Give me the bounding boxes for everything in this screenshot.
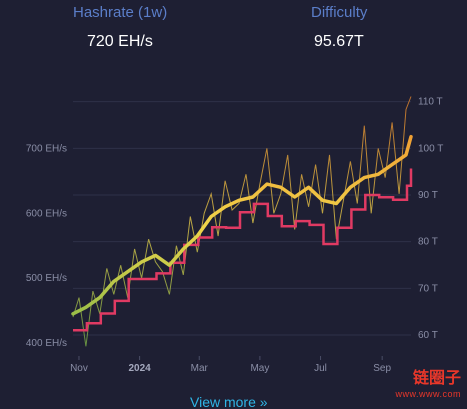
- watermark-logo: 链圈子 www.www.com: [395, 371, 461, 399]
- right-tick-label: 110 T: [418, 97, 443, 108]
- left-axis: 400 EH/s 500 EH/s 600 EH/s 700 EH/s: [26, 143, 67, 349]
- watermark-text: 链圈子: [412, 370, 461, 387]
- left-tick-label: 600 EH/s: [26, 208, 67, 219]
- x-tick-label: Jul: [314, 363, 327, 374]
- difficulty-line: [73, 168, 413, 332]
- right-tick-label: 60 T: [418, 330, 438, 341]
- left-tick-label: 500 EH/s: [26, 273, 67, 284]
- hashrate-average-line: [71, 134, 413, 316]
- x-tick-label: May: [250, 363, 269, 374]
- x-tick-label: Sep: [373, 363, 391, 374]
- right-tick-label: 90 T: [418, 190, 438, 201]
- hashrate-label: Hashrate (1w): [73, 4, 168, 21]
- right-axis: 60 T 70 T 80 T 90 T 100 T 110 T: [418, 97, 443, 341]
- right-tick-label: 70 T: [418, 283, 438, 294]
- hashrate-daily-line: [72, 96, 412, 347]
- left-tick-label: 400 EH/s: [26, 338, 67, 349]
- difficulty-label: Difficulty: [311, 4, 368, 21]
- watermark-url: www.www.com: [395, 389, 461, 399]
- x-tick-label: Mar: [191, 363, 209, 374]
- x-tick-label: Nov: [70, 363, 88, 374]
- view-more-link[interactable]: View more »: [190, 394, 268, 409]
- x-axis: Nov 2024 Mar May Jul Sep: [70, 356, 392, 374]
- right-tick-label: 80 T: [418, 237, 438, 248]
- right-tick-label: 100 T: [418, 143, 443, 154]
- difficulty-value: 95.67T: [314, 33, 364, 50]
- x-tick-label: 2024: [128, 363, 151, 374]
- grid-layer: [73, 101, 411, 336]
- left-tick-label: 700 EH/s: [26, 143, 67, 154]
- series-layer: [71, 96, 413, 347]
- hashrate-value: 720 EH/s: [87, 33, 153, 50]
